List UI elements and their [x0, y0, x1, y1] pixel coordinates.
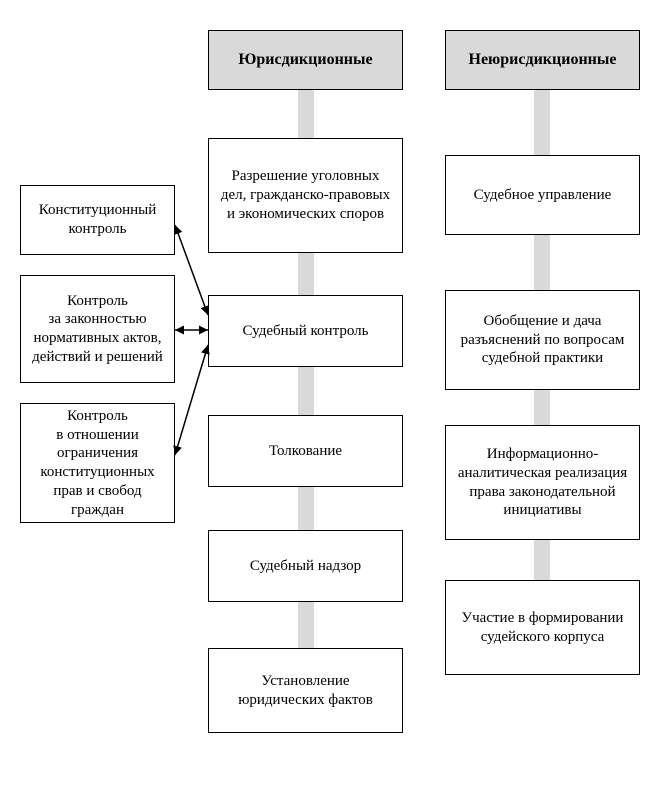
box-label: Судебный контроль [243, 322, 369, 341]
arrow-edge [175, 345, 208, 455]
connector [298, 90, 314, 138]
connector [534, 90, 550, 155]
box-judicial-supervision: Судебный надзор [208, 530, 403, 602]
box-judicial-control: Судебный контроль [208, 295, 403, 367]
box-interpretation: Толкование [208, 415, 403, 487]
box-legal-facts: Установление юридических фактов [208, 648, 403, 733]
box-label: Контроль за законностью нормативных акто… [31, 292, 164, 367]
box-disputes: Разрешение уголовных дел, гражданско-пра… [208, 138, 403, 253]
box-judicial-admin: Судебное управление [445, 155, 640, 235]
box-label: Судебное управление [474, 186, 612, 205]
box-generalization: Обобщение и дача разъяснений по вопросам… [445, 290, 640, 390]
box-info-analytic: Информационно-аналитическая реализация п… [445, 425, 640, 540]
box-rights-control: Контроль в отношении ограничения констит… [20, 403, 175, 523]
arrow-edge [175, 225, 208, 315]
connector [534, 540, 550, 580]
connector [534, 390, 550, 425]
box-legality-control: Контроль за законностью нормативных акто… [20, 275, 175, 383]
box-corps: Участие в формировании судейского корпус… [445, 580, 640, 675]
connector [298, 367, 314, 415]
header-label: Юрисдикционные [238, 50, 372, 70]
box-label: Информационно-аналитическая реализация п… [456, 445, 629, 520]
connector [298, 253, 314, 295]
connector [298, 487, 314, 530]
connector [534, 235, 550, 290]
box-label: Конституционный контроль [31, 201, 164, 239]
header-jurisdictional: Юрисдикционные [208, 30, 403, 90]
box-label: Контроль в отношении ограничения констит… [31, 407, 164, 520]
box-label: Толкование [269, 442, 342, 461]
header-non-jurisdictional: Неюрисдикционные [445, 30, 640, 90]
connector [298, 602, 314, 648]
box-label: Обобщение и дача разъяснений по вопросам… [456, 312, 629, 368]
header-label: Неюрисдикционные [469, 50, 617, 70]
box-label: Судебный надзор [250, 557, 361, 576]
box-label: Разрешение уголовных дел, гражданско-пра… [219, 167, 392, 223]
box-const-control: Конституционный контроль [20, 185, 175, 255]
diagram-canvas: Юрисдикционные Неюрисдикционные Конститу… [0, 0, 662, 807]
box-label: Установление юридических фактов [219, 672, 392, 710]
box-label: Участие в формировании судейского корпус… [456, 609, 629, 647]
